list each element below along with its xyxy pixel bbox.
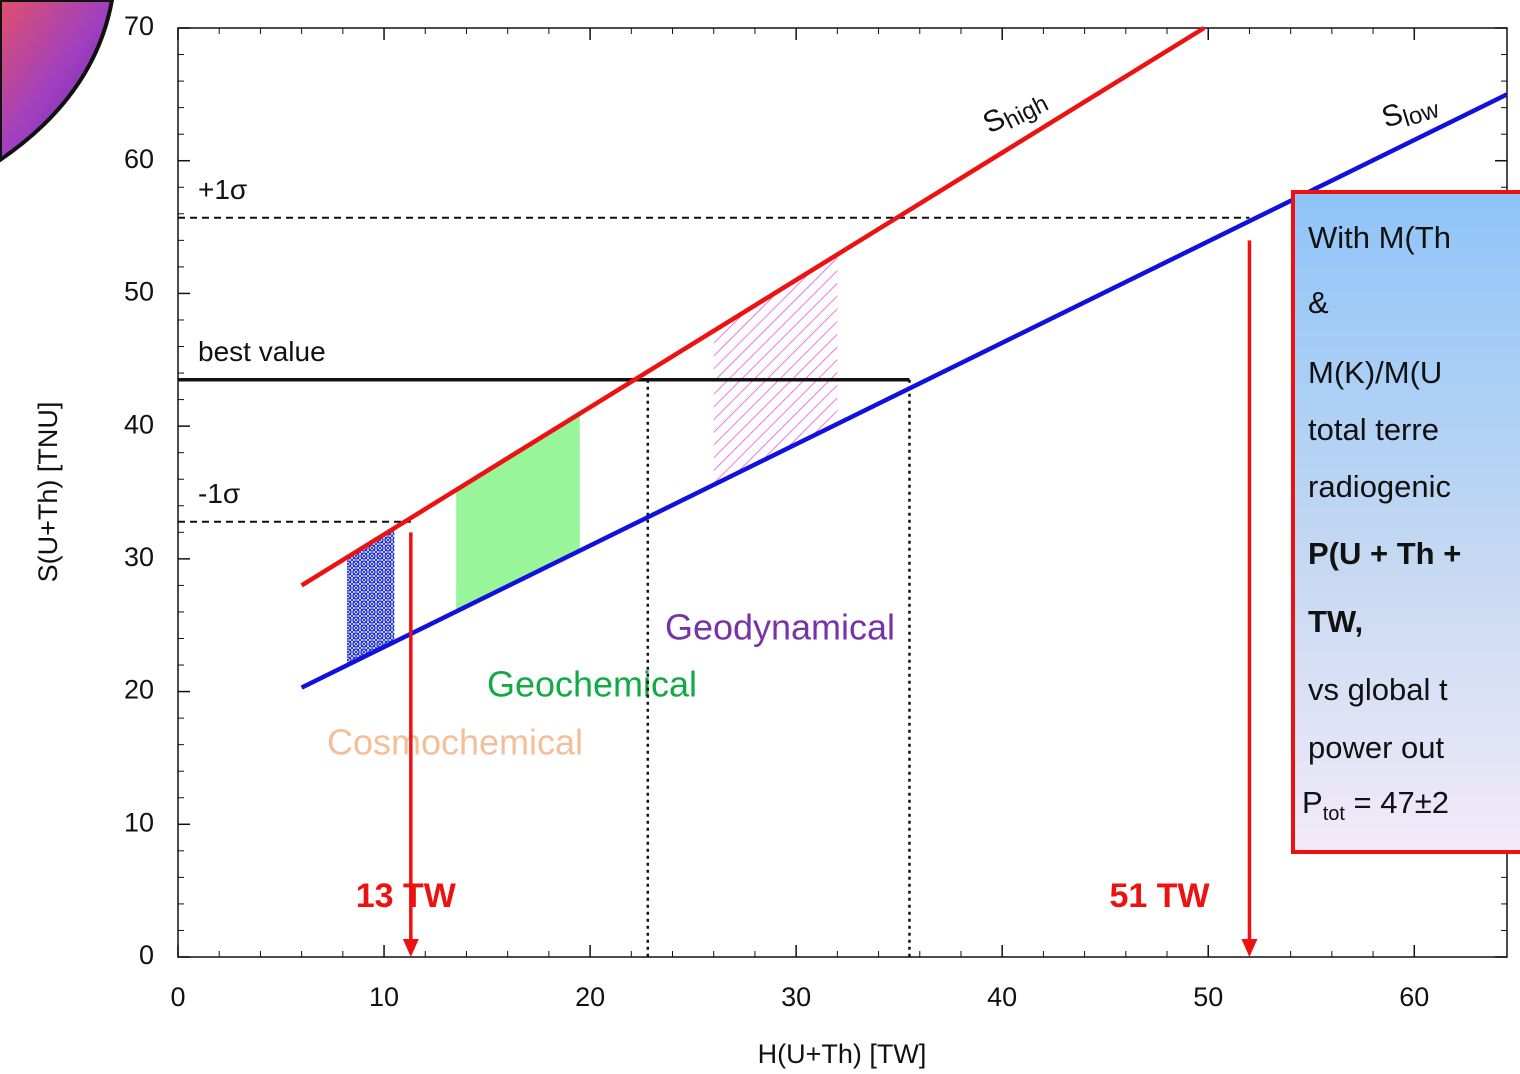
text-box-rest: = 47±2: [1345, 785, 1449, 820]
globe-decoration: [0, 0, 112, 160]
region-label: Geochemical: [487, 664, 697, 705]
text-box-main: P: [1302, 785, 1323, 820]
y-tick-label: 60: [124, 144, 154, 174]
x-tick-label: 20: [575, 982, 605, 1012]
text-box-line: power out: [1308, 730, 1445, 765]
y-tick-label: 50: [124, 277, 154, 307]
text-box-line: M(K)/M(U: [1308, 355, 1442, 390]
reference-label: best value: [198, 336, 326, 367]
y-axis-title: S(U+Th) [TNU]: [33, 402, 63, 583]
x-tick-label: 10: [369, 982, 399, 1012]
region-label: Geodynamical: [665, 607, 895, 648]
region-label: Cosmochemical: [327, 722, 583, 763]
arrow-label: 13 TW: [356, 877, 457, 915]
series-line: [302, 28, 1204, 585]
y-tick-label: 70: [124, 11, 154, 41]
arrow-head: [403, 939, 419, 957]
y-tick-label: 30: [124, 542, 154, 572]
series-label: Shigh: [978, 81, 1053, 144]
x-tick-label: 40: [987, 982, 1017, 1012]
text-box-line: &: [1308, 285, 1329, 320]
reference-label: +1σ: [198, 174, 247, 205]
page: {"chart_data": { "type": "line", "x_labe…: [0, 0, 1520, 1074]
y-tick-label: 20: [124, 675, 154, 705]
text-box-line: With M(Th: [1308, 220, 1451, 255]
text-box-line: TW,: [1308, 604, 1363, 639]
arrow-label: 51 TW: [1109, 877, 1210, 915]
x-tick-label: 60: [1399, 982, 1429, 1012]
y-tick-label: 10: [124, 807, 154, 837]
y-tick-label: 0: [139, 940, 154, 970]
x-tick-label: 0: [170, 982, 185, 1012]
text-box-line: P(U + Th +: [1308, 536, 1461, 571]
x-tick-label: 50: [1193, 982, 1223, 1012]
reference-label: -1σ: [198, 478, 240, 509]
chart: H(U+Th) [TW] S(U+Th) [TNU] 0 10 20 30 40 50 60…: [0, 0, 1520, 1074]
arrow-head: [1241, 939, 1257, 957]
region: [714, 255, 838, 485]
text-box-line: total terre: [1308, 412, 1439, 447]
y-tick-label: 40: [124, 409, 154, 439]
text-box-line: radiogenic: [1308, 469, 1451, 504]
text-box-line: vs global t: [1308, 672, 1448, 707]
x-axis-title: H(U+Th) [TW]: [758, 1039, 927, 1069]
x-tick-label: 30: [781, 982, 811, 1012]
text-box-sub: tot: [1323, 803, 1346, 825]
